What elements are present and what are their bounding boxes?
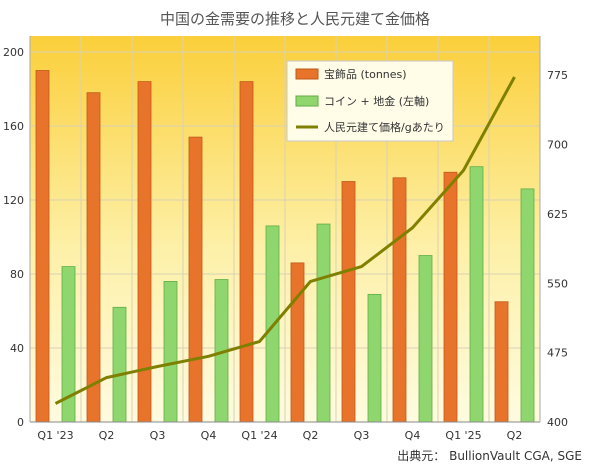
bar-coins-bars bbox=[367, 293, 382, 423]
y-left-tick-label: 80 bbox=[10, 268, 24, 281]
x-tick-label: Q2 bbox=[99, 429, 115, 442]
legend-label-jewelry: 宝飾品 (tonnes) bbox=[324, 67, 407, 81]
bar-jewelry bbox=[239, 81, 254, 423]
bar-jewelry bbox=[392, 177, 407, 423]
x-tick-label: Q4 bbox=[201, 429, 217, 442]
x-tick-label: Q1 '23 bbox=[37, 429, 73, 442]
legend-swatch-coins-bars bbox=[295, 95, 319, 107]
gridlines bbox=[30, 36, 540, 422]
bar-jewelry bbox=[290, 262, 305, 423]
bar-coins-bars bbox=[520, 188, 535, 423]
bar-jewelry bbox=[494, 301, 509, 423]
bar-coins-bars bbox=[316, 223, 331, 423]
y-left-tick-label: 0 bbox=[17, 416, 24, 429]
y-right-tick-label: 475 bbox=[547, 347, 568, 360]
y-right-tick-label: 550 bbox=[547, 277, 568, 290]
y-left-tick-label: 40 bbox=[10, 342, 24, 355]
price-line bbox=[54, 76, 516, 405]
bar-jewelry bbox=[86, 92, 101, 423]
x-tick-label: Q2 bbox=[507, 429, 523, 442]
x-tick-label: Q3 bbox=[150, 429, 166, 442]
x-tick-label: Q1 '24 bbox=[241, 429, 277, 442]
y-left-tick-label: 120 bbox=[3, 194, 24, 207]
x-tick-label: Q4 bbox=[405, 429, 421, 442]
y-right-tick-label: 625 bbox=[547, 208, 568, 221]
bar-coins-bars bbox=[112, 306, 127, 423]
y-right-tick-label: 700 bbox=[547, 139, 568, 152]
bar-coins-bars bbox=[163, 280, 178, 423]
y-right-tick-label: 775 bbox=[547, 69, 568, 82]
bar-jewelry bbox=[341, 181, 356, 423]
y-left-tick-label: 160 bbox=[3, 120, 24, 133]
source-note: 出典元： BullionVault CGA, SGE bbox=[397, 449, 582, 463]
legend-swatch-jewelry bbox=[295, 68, 319, 80]
x-tick-label: Q2 bbox=[303, 429, 319, 442]
y-left-tick-label: 200 bbox=[3, 46, 24, 59]
x-tick-label: Q1 '25 bbox=[445, 429, 481, 442]
legend-label-coins-bars: コイン + 地金 (左軸) bbox=[324, 94, 429, 108]
legend-label-price: 人民元建て価格/gあたり bbox=[324, 120, 445, 134]
x-tick-label: Q3 bbox=[354, 429, 370, 442]
bar-jewelry bbox=[188, 136, 203, 423]
bar-jewelry bbox=[443, 171, 458, 423]
y-right-tick-label: 400 bbox=[547, 416, 568, 429]
legend: 宝飾品 (tonnes) コイン + 地金 (左軸) 人民元建て価格/gあたり bbox=[286, 60, 454, 142]
axes: 0 40 80 120 160 200 400 475 550 625 700 775 Q1 '23 Q2… bbox=[3, 36, 568, 442]
bar-coins-bars bbox=[469, 166, 484, 423]
bar-jewelry bbox=[35, 70, 50, 423]
price-line-path bbox=[54, 76, 516, 405]
bar-coins-bars bbox=[418, 255, 433, 423]
chart-title: 中国の金需要の推移と人民元建て金価格 bbox=[160, 10, 430, 28]
